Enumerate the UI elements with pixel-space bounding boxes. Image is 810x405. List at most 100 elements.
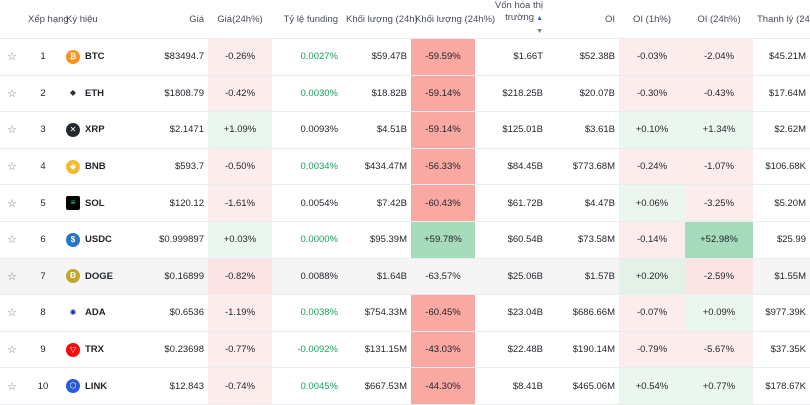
rank-cell: 4 bbox=[24, 148, 62, 186]
table-row[interactable]: ☆ 7 Ð DOGE $0.16899 -0.82% 0.0088% $1.64… bbox=[0, 258, 810, 296]
coin-symbol: BTC bbox=[85, 51, 105, 63]
favorite-cell[interactable]: ☆ bbox=[0, 38, 24, 76]
coin-label[interactable]: ≡ SOL bbox=[66, 196, 128, 211]
favorite-column-header bbox=[0, 0, 24, 39]
coin-label[interactable]: ◆ BNB bbox=[66, 159, 128, 174]
star-icon[interactable]: ☆ bbox=[7, 270, 17, 283]
favorite-cell[interactable]: ☆ bbox=[0, 294, 24, 332]
oi-24h-column-header[interactable]: OI (24h%) bbox=[685, 0, 753, 39]
price-change-column-header[interactable]: Giá(24h%) bbox=[208, 0, 272, 39]
oi-1h-cell: +0.54% bbox=[619, 367, 685, 405]
symbol-cell[interactable]: ≡ SOL bbox=[62, 184, 132, 222]
funding-cell: 0.0027% bbox=[272, 38, 342, 76]
coin-label[interactable]: Ð DOGE bbox=[66, 269, 128, 284]
sort-icon[interactable]: ▲ ▼ bbox=[536, 15, 543, 35]
funding-column-header[interactable]: Tỷ lệ funding bbox=[272, 0, 342, 39]
oi-cell: $1.57B bbox=[547, 258, 619, 296]
star-icon[interactable]: ☆ bbox=[7, 234, 17, 247]
price-column-header[interactable]: Giá bbox=[132, 0, 208, 39]
favorite-cell[interactable]: ☆ bbox=[0, 184, 24, 222]
symbol-cell[interactable]: Ð DOGE bbox=[62, 258, 132, 296]
star-icon[interactable]: ☆ bbox=[7, 51, 17, 64]
oi-cell: $4.47B bbox=[547, 184, 619, 222]
favorite-cell[interactable]: ☆ bbox=[0, 367, 24, 405]
liquidation-cell: $45.21M bbox=[753, 38, 810, 76]
coin-label[interactable]: ₿ BTC bbox=[66, 49, 128, 64]
symbol-cell[interactable]: $ USDC bbox=[62, 221, 132, 259]
oi-1h-column-header[interactable]: OI (1h%) bbox=[619, 0, 685, 39]
funding-cell: 0.0088% bbox=[272, 258, 342, 296]
oi-24h-cell: -5.67% bbox=[685, 331, 753, 369]
coin-label[interactable]: ◆ ETH bbox=[66, 86, 128, 101]
favorite-cell[interactable]: ☆ bbox=[0, 221, 24, 259]
table-row[interactable]: ☆ 2 ◆ ETH $1808.79 -0.42% 0.0030% $18.82… bbox=[0, 75, 810, 113]
table-row[interactable]: ☆ 10 ⬡ LINK $12.843 -0.74% 0.0045% $667.… bbox=[0, 367, 810, 405]
xrp-icon: ✕ bbox=[66, 122, 80, 137]
price-change-cell: -0.42% bbox=[208, 75, 272, 113]
solana-icon: ≡ bbox=[66, 196, 80, 211]
symbol-cell[interactable]: ✺ ADA bbox=[62, 294, 132, 332]
favorite-cell[interactable]: ☆ bbox=[0, 258, 24, 296]
market-cap-cell: $218.25B bbox=[475, 75, 547, 113]
volume-change-column-header[interactable]: Khối lượng (24h%) bbox=[411, 0, 495, 39]
star-icon[interactable]: ☆ bbox=[7, 161, 17, 174]
rank-column-header[interactable]: Xếp hạng bbox=[24, 0, 69, 39]
oi-cell: $686.66M bbox=[547, 294, 619, 332]
coin-label[interactable]: ✕ XRP bbox=[66, 122, 128, 137]
liquidation-cell: $17.64M bbox=[753, 75, 810, 113]
symbol-cell[interactable]: ⬡ LINK bbox=[62, 367, 132, 405]
star-icon[interactable]: ☆ bbox=[7, 380, 17, 393]
volume-cell: $18.82B bbox=[342, 75, 411, 113]
price-cell: $2.1471 bbox=[132, 111, 208, 149]
favorite-cell[interactable]: ☆ bbox=[0, 148, 24, 186]
table-row[interactable]: ☆ 8 ✺ ADA $0.6536 -1.19% 0.0038% $754.33… bbox=[0, 294, 810, 332]
volume-cell: $4.51B bbox=[342, 111, 411, 149]
symbol-column-header[interactable]: Ký hiệu bbox=[62, 0, 132, 39]
favorite-cell[interactable]: ☆ bbox=[0, 75, 24, 113]
table-row[interactable]: ☆ 5 ≡ SOL $120.12 -1.61% 0.0054% $7.42B … bbox=[0, 184, 810, 222]
star-icon[interactable]: ☆ bbox=[7, 197, 17, 210]
volume-column-header[interactable]: Khối lượng (24h) bbox=[342, 0, 418, 39]
table-row[interactable]: ☆ 3 ✕ XRP $2.1471 +1.09% 0.0093% $4.51B … bbox=[0, 111, 810, 149]
table-row[interactable]: ☆ 1 ₿ BTC $83494.7 -0.26% 0.0027% $59.47… bbox=[0, 38, 810, 76]
oi-1h-cell: -0.07% bbox=[619, 294, 685, 332]
funding-cell: -0.0092% bbox=[272, 331, 342, 369]
price-change-cell: -0.26% bbox=[208, 38, 272, 76]
symbol-cell[interactable]: ✕ XRP bbox=[62, 111, 132, 149]
table-row[interactable]: ☆ 4 ◆ BNB $593.7 -0.50% 0.0034% $434.47M… bbox=[0, 148, 810, 186]
oi-1h-cell: +0.10% bbox=[619, 111, 685, 149]
cardano-icon: ✺ bbox=[66, 305, 80, 320]
star-icon[interactable]: ☆ bbox=[7, 124, 17, 137]
market-cap-cell: $22.48B bbox=[475, 331, 547, 369]
coin-label[interactable]: ⬡ LINK bbox=[66, 379, 128, 394]
favorite-cell[interactable]: ☆ bbox=[0, 111, 24, 149]
oi-1h-cell: +0.06% bbox=[619, 184, 685, 222]
table-row[interactable]: ☆ 6 $ USDC $0.999897 +0.03% 0.0000% $95.… bbox=[0, 221, 810, 259]
symbol-cell[interactable]: ▽ TRX bbox=[62, 331, 132, 369]
oi-column-header[interactable]: OI bbox=[547, 0, 619, 39]
oi-1h-cell: -0.30% bbox=[619, 75, 685, 113]
coin-label[interactable]: ✺ ADA bbox=[66, 305, 128, 320]
oi-cell: $73.58M bbox=[547, 221, 619, 259]
symbol-cell[interactable]: ₿ BTC bbox=[62, 38, 132, 76]
symbol-cell[interactable]: ◆ BNB bbox=[62, 148, 132, 186]
star-icon[interactable]: ☆ bbox=[7, 307, 17, 320]
volume-cell: $95.39M bbox=[342, 221, 411, 259]
price-change-cell: -0.74% bbox=[208, 367, 272, 405]
symbol-cell[interactable]: ◆ ETH bbox=[62, 75, 132, 113]
table-row[interactable]: ☆ 9 ▽ TRX $0.23698 -0.77% -0.0092% $131.… bbox=[0, 331, 810, 369]
oi-1h-cell: -0.14% bbox=[619, 221, 685, 259]
coin-label[interactable]: ▽ TRX bbox=[66, 342, 128, 357]
favorite-cell[interactable]: ☆ bbox=[0, 331, 24, 369]
liquidation-column-header[interactable]: Thanh lý (24h) bbox=[753, 0, 810, 39]
coin-label[interactable]: $ USDC bbox=[66, 232, 128, 247]
liquidation-cell: $106.68K bbox=[753, 148, 810, 186]
market-cap-column-header[interactable]: Vốn hóa thị trường ▲ ▼ bbox=[475, 0, 547, 39]
market-cap-cell: $125.01B bbox=[475, 111, 547, 149]
volume-cell: $7.42B bbox=[342, 184, 411, 222]
star-icon[interactable]: ☆ bbox=[7, 87, 17, 100]
star-icon[interactable]: ☆ bbox=[7, 344, 17, 357]
market-cap-cell: $8.41B bbox=[475, 367, 547, 405]
funding-cell: 0.0093% bbox=[272, 111, 342, 149]
market-cap-cell: $60.54B bbox=[475, 221, 547, 259]
